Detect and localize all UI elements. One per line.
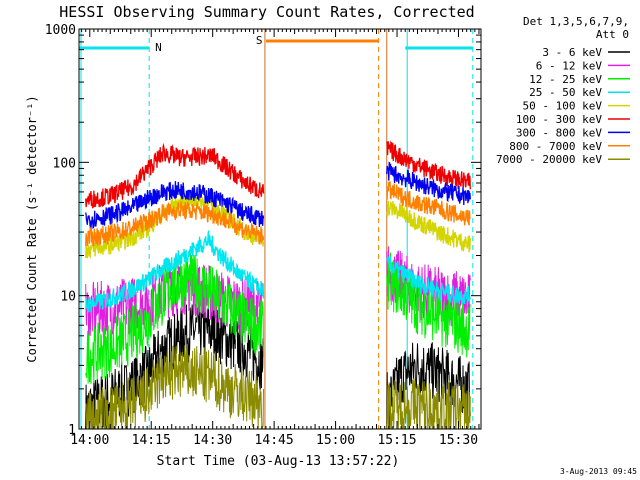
y-tick-label-4: 1000 bbox=[45, 23, 76, 38]
legend-label-2: 6 - 12 keV bbox=[536, 59, 603, 72]
legend-title-line-2: Att 0 bbox=[596, 28, 629, 41]
x-tick-label-4: 14:45 bbox=[255, 433, 294, 448]
series-line-7 bbox=[85, 161, 471, 229]
legend-label-6: 100 - 300 keV bbox=[516, 113, 602, 126]
x-tick-label-6: 15:15 bbox=[377, 433, 416, 448]
legend-label-8: 800 - 7000 keV bbox=[509, 140, 602, 153]
x-tick-label-3: 14:30 bbox=[193, 433, 232, 448]
legend-label-7: 300 - 800 keV bbox=[516, 126, 602, 139]
y-tick-label-2: 10 bbox=[60, 290, 76, 305]
series-line-8 bbox=[85, 181, 471, 247]
y-axis-label: Corrected Count Rate (s⁻¹ detector⁻¹) bbox=[25, 95, 39, 362]
legend-label-4: 25 - 50 keV bbox=[529, 86, 602, 99]
plot-frame bbox=[78, 28, 482, 430]
night-label: N bbox=[155, 41, 162, 54]
x-tick-label-2: 14:15 bbox=[132, 433, 171, 448]
series-line-6 bbox=[85, 140, 471, 209]
timestamp: 3-Aug-2013 09:45 bbox=[560, 467, 637, 476]
chart-title: HESSI Observing Summary Count Rates, Cor… bbox=[59, 3, 474, 21]
y-axis: 1 10 100 1000 bbox=[45, 23, 481, 438]
legend-label-1: 3 - 6 keV bbox=[542, 46, 602, 59]
series-line-4 bbox=[85, 229, 471, 313]
y-tick-label-1: 1 bbox=[68, 423, 76, 438]
legend-label-5: 50 - 100 keV bbox=[523, 100, 603, 113]
legend-label-3: 12 - 25 keV bbox=[529, 73, 602, 86]
legend-title-line-1: Det 1,3,5,6,7,9, bbox=[523, 15, 629, 28]
series-line-3 bbox=[85, 252, 471, 385]
x-axis-label: Start Time (03-Aug-13 13:57:22) bbox=[157, 454, 400, 469]
series-line-1 bbox=[85, 301, 471, 430]
saa-label: S bbox=[256, 34, 263, 47]
legend-label-9: 7000 - 20000 keV bbox=[496, 153, 602, 166]
plot-area: NS bbox=[79, 29, 474, 431]
y-tick-label-3: 100 bbox=[53, 156, 76, 171]
x-tick-label-7: 15:30 bbox=[439, 433, 478, 448]
x-axis: 14:00 14:15 14:30 14:45 15:00 15:15 15:30 bbox=[70, 29, 480, 448]
x-tick-label-1: 14:00 bbox=[70, 433, 109, 448]
x-tick-label-5: 15:00 bbox=[316, 433, 355, 448]
